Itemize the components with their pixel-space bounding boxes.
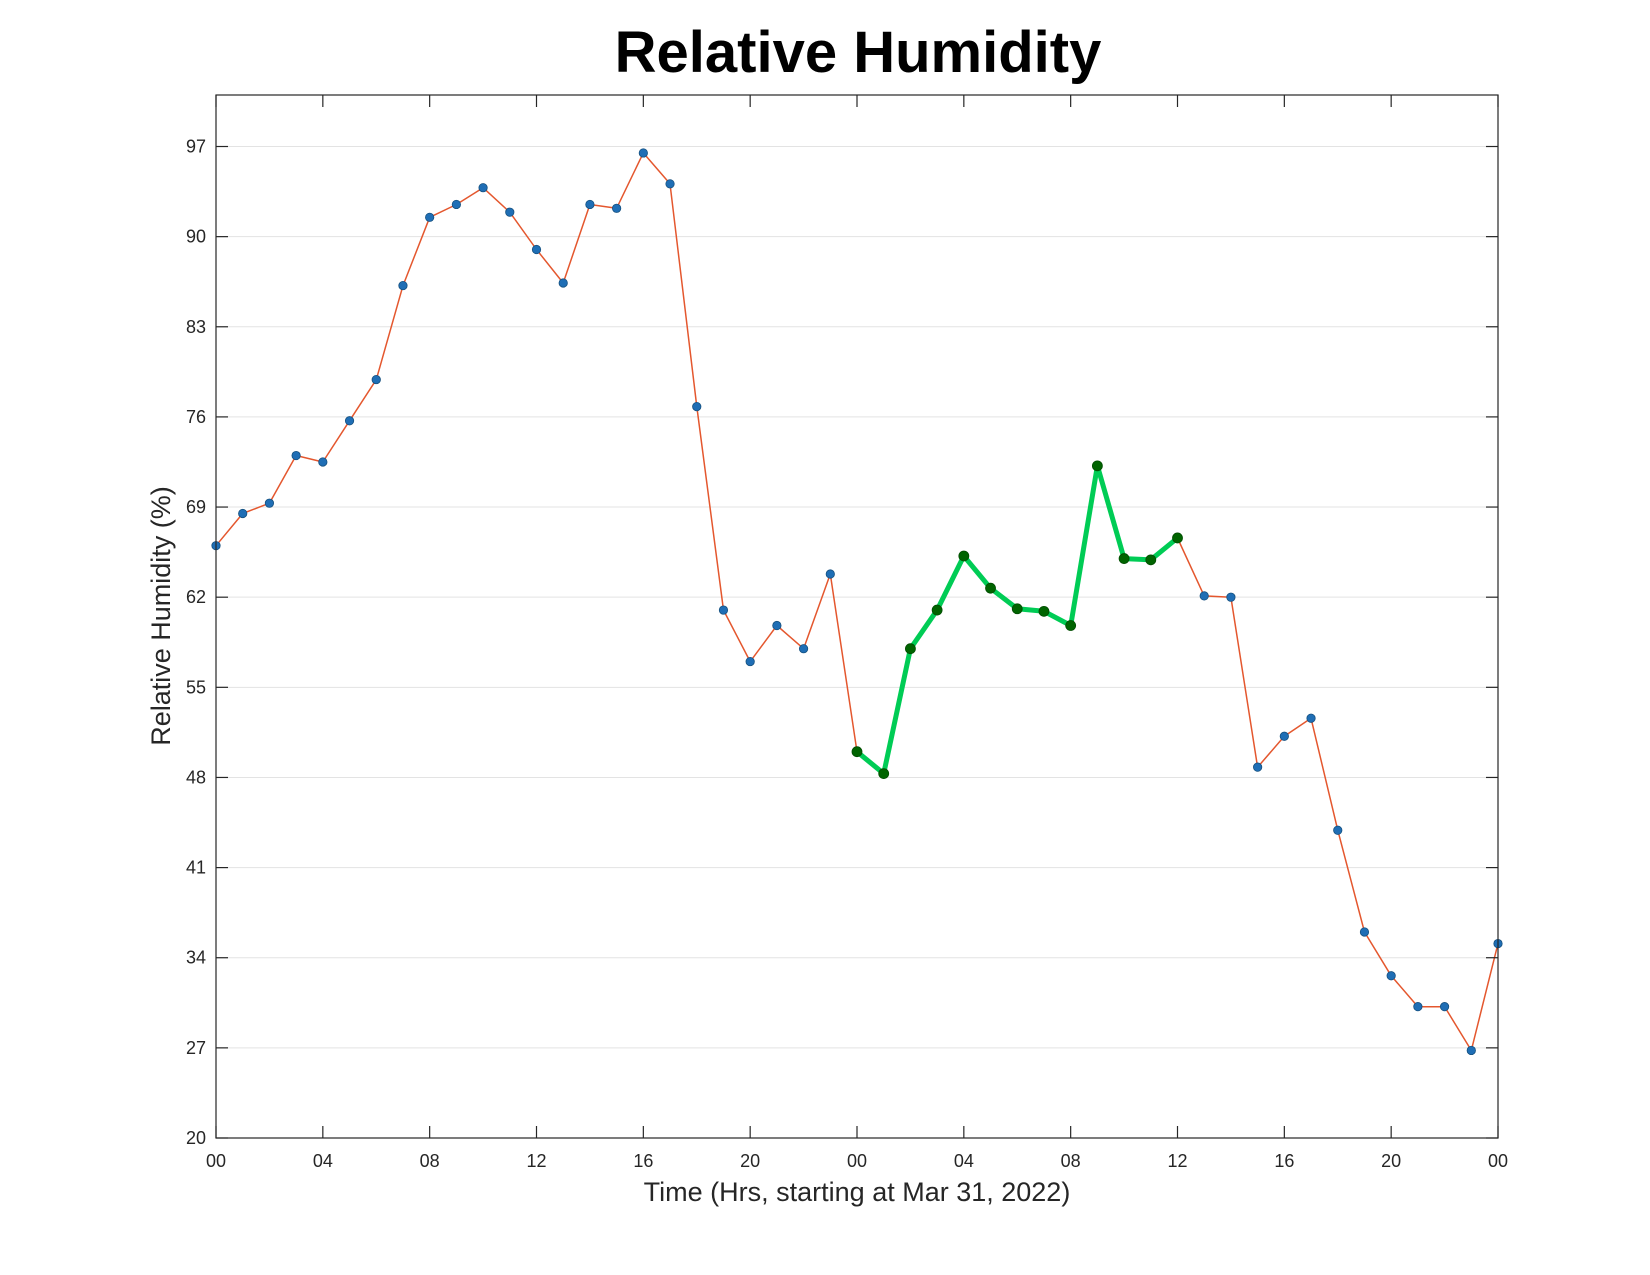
data-point bbox=[398, 280, 408, 291]
x-axis-label: Time (Hrs, starting at Mar 31, 2022) bbox=[644, 1177, 1071, 1207]
x-tick-label: 00 bbox=[206, 1151, 226, 1171]
highlighted-data-point bbox=[1011, 603, 1023, 615]
y-tick-label: 55 bbox=[186, 677, 206, 697]
y-tick-label: 34 bbox=[186, 948, 206, 968]
data-point bbox=[318, 457, 328, 467]
highlighted-data-point bbox=[905, 643, 916, 655]
x-tick-label: 00 bbox=[847, 1151, 867, 1171]
data-point bbox=[825, 569, 835, 579]
y-tick-label: 90 bbox=[186, 227, 206, 247]
plot-area-frame bbox=[215, 94, 1499, 1139]
x-tick-label: 20 bbox=[1381, 1151, 1401, 1171]
data-point bbox=[1199, 591, 1209, 601]
data-point bbox=[478, 183, 488, 193]
y-tick-label: 27 bbox=[186, 1038, 206, 1058]
data-point bbox=[264, 498, 275, 508]
data-point bbox=[1253, 762, 1263, 772]
x-tick-label: 12 bbox=[526, 1151, 546, 1171]
x-tick-label: 04 bbox=[313, 1151, 333, 1171]
x-tick-label: 04 bbox=[954, 1151, 974, 1171]
data-point bbox=[798, 644, 809, 654]
y-tick-label: 62 bbox=[186, 587, 206, 607]
data-point bbox=[425, 212, 435, 222]
data-point bbox=[558, 278, 568, 288]
data-point bbox=[531, 244, 542, 255]
highlighted-data-point bbox=[1065, 620, 1077, 631]
data-point bbox=[772, 620, 782, 631]
data-point bbox=[451, 199, 461, 210]
highlighted-data-point bbox=[878, 768, 890, 779]
y-tick-label: 97 bbox=[186, 137, 206, 157]
data-point bbox=[718, 605, 729, 615]
x-tick-label: 08 bbox=[420, 1151, 440, 1171]
y-axis-label: Relative Humidity (%) bbox=[146, 486, 176, 746]
x-tick-label: 16 bbox=[1274, 1151, 1294, 1171]
chart-title: Relative Humidity bbox=[615, 20, 1102, 85]
data-point bbox=[1413, 1002, 1423, 1012]
highlighted-data-point bbox=[985, 582, 996, 594]
highlighted-data-point bbox=[851, 746, 863, 758]
y-tick-label: 20 bbox=[186, 1128, 206, 1148]
data-point bbox=[665, 179, 675, 189]
highlighted-data-point bbox=[1038, 605, 1050, 617]
plot-markers bbox=[211, 148, 1503, 1056]
y-tick-label: 83 bbox=[186, 317, 206, 337]
y-tick-label: 41 bbox=[186, 858, 206, 878]
x-tick-label: 12 bbox=[1167, 1151, 1187, 1171]
data-point bbox=[1333, 825, 1343, 835]
highlighted-data-point bbox=[1172, 532, 1183, 544]
highlighted-data-point bbox=[1091, 460, 1103, 472]
data-point bbox=[1439, 1002, 1450, 1012]
x-tick-label: 08 bbox=[1061, 1151, 1081, 1171]
data-point bbox=[344, 416, 355, 426]
highlighted-series-line bbox=[854, 463, 1180, 777]
data-point bbox=[1306, 713, 1316, 723]
x-tick-label: 00 bbox=[1488, 1151, 1508, 1171]
data-point bbox=[1359, 927, 1370, 937]
data-point bbox=[238, 508, 248, 519]
data-point bbox=[1226, 592, 1236, 602]
x-tick-label: 20 bbox=[740, 1151, 760, 1171]
plot-lines bbox=[215, 152, 1499, 1052]
x-tick-label: 16 bbox=[633, 1151, 653, 1171]
y-tick-label: 76 bbox=[186, 407, 206, 427]
y-tick-label: 69 bbox=[186, 497, 206, 517]
data-point bbox=[1466, 1045, 1476, 1056]
grid-lines bbox=[216, 146, 1498, 1049]
data-point bbox=[638, 148, 648, 158]
series-line bbox=[215, 152, 1499, 1052]
data-point bbox=[371, 374, 381, 385]
highlighted-data-point bbox=[1118, 553, 1130, 564]
data-point bbox=[505, 207, 515, 217]
highlighted-data-point bbox=[1145, 554, 1157, 566]
data-point bbox=[585, 199, 595, 210]
data-point bbox=[291, 450, 301, 461]
highlighted-data-point bbox=[958, 550, 970, 562]
data-point bbox=[692, 402, 702, 412]
data-point bbox=[1386, 971, 1396, 981]
data-point bbox=[745, 656, 755, 667]
highlighted-data-point bbox=[931, 604, 943, 616]
y-tick-label: 48 bbox=[186, 767, 206, 787]
data-point bbox=[1279, 731, 1289, 741]
data-point bbox=[612, 203, 622, 213]
